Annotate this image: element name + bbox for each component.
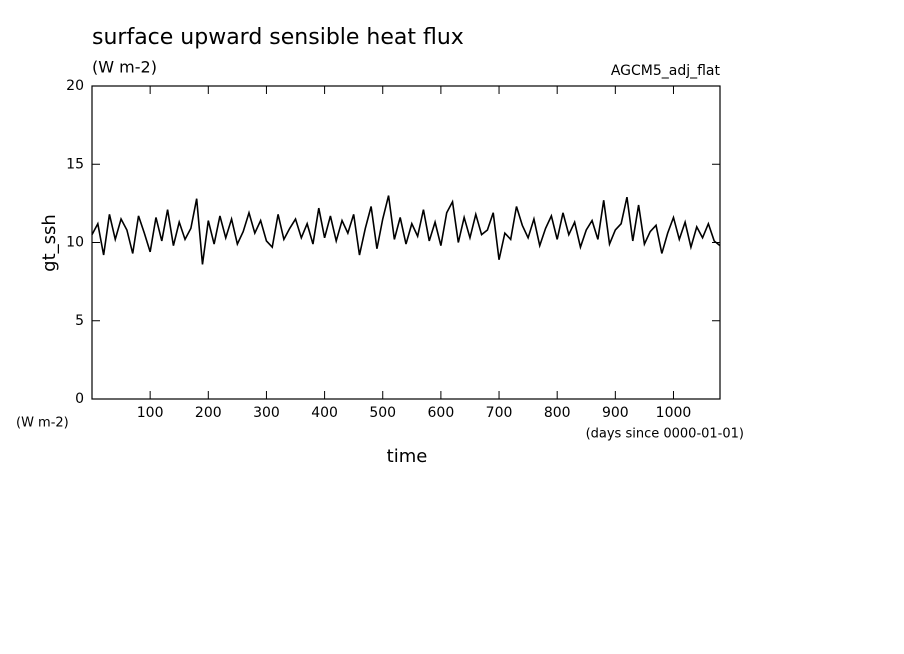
y-tick-label: 5: [75, 313, 84, 329]
y-tick-label: 15: [66, 156, 84, 172]
x-tick-label: 900: [602, 405, 629, 421]
x-axis-label: time: [387, 446, 428, 467]
chart-title: surface upward sensible heat flux: [92, 25, 464, 50]
x-tick-label: 700: [486, 405, 513, 421]
x-tick-label: 300: [253, 405, 280, 421]
data-line: [91, 195, 721, 265]
chart-subtitle: (W m-2): [92, 58, 157, 77]
run-label: AGCM5_adj_flat: [611, 63, 721, 79]
x-tick-label: 100: [137, 405, 164, 421]
y-units: (W m-2): [16, 416, 69, 431]
y-tick-label: 0: [75, 391, 84, 407]
x-tick-label: 1000: [656, 405, 692, 421]
y-tick-label: 10: [66, 235, 84, 251]
x-tick-label: 400: [311, 405, 338, 421]
x-units: (days since 0000-01-01): [586, 427, 744, 442]
y-axis-label: gt_ssh: [39, 214, 60, 272]
x-tick-label: 800: [544, 405, 571, 421]
x-tick-label: 500: [369, 405, 396, 421]
y-tick-label: 20: [66, 78, 84, 94]
x-tick-label: 200: [195, 405, 222, 421]
x-tick-label: 600: [428, 405, 455, 421]
